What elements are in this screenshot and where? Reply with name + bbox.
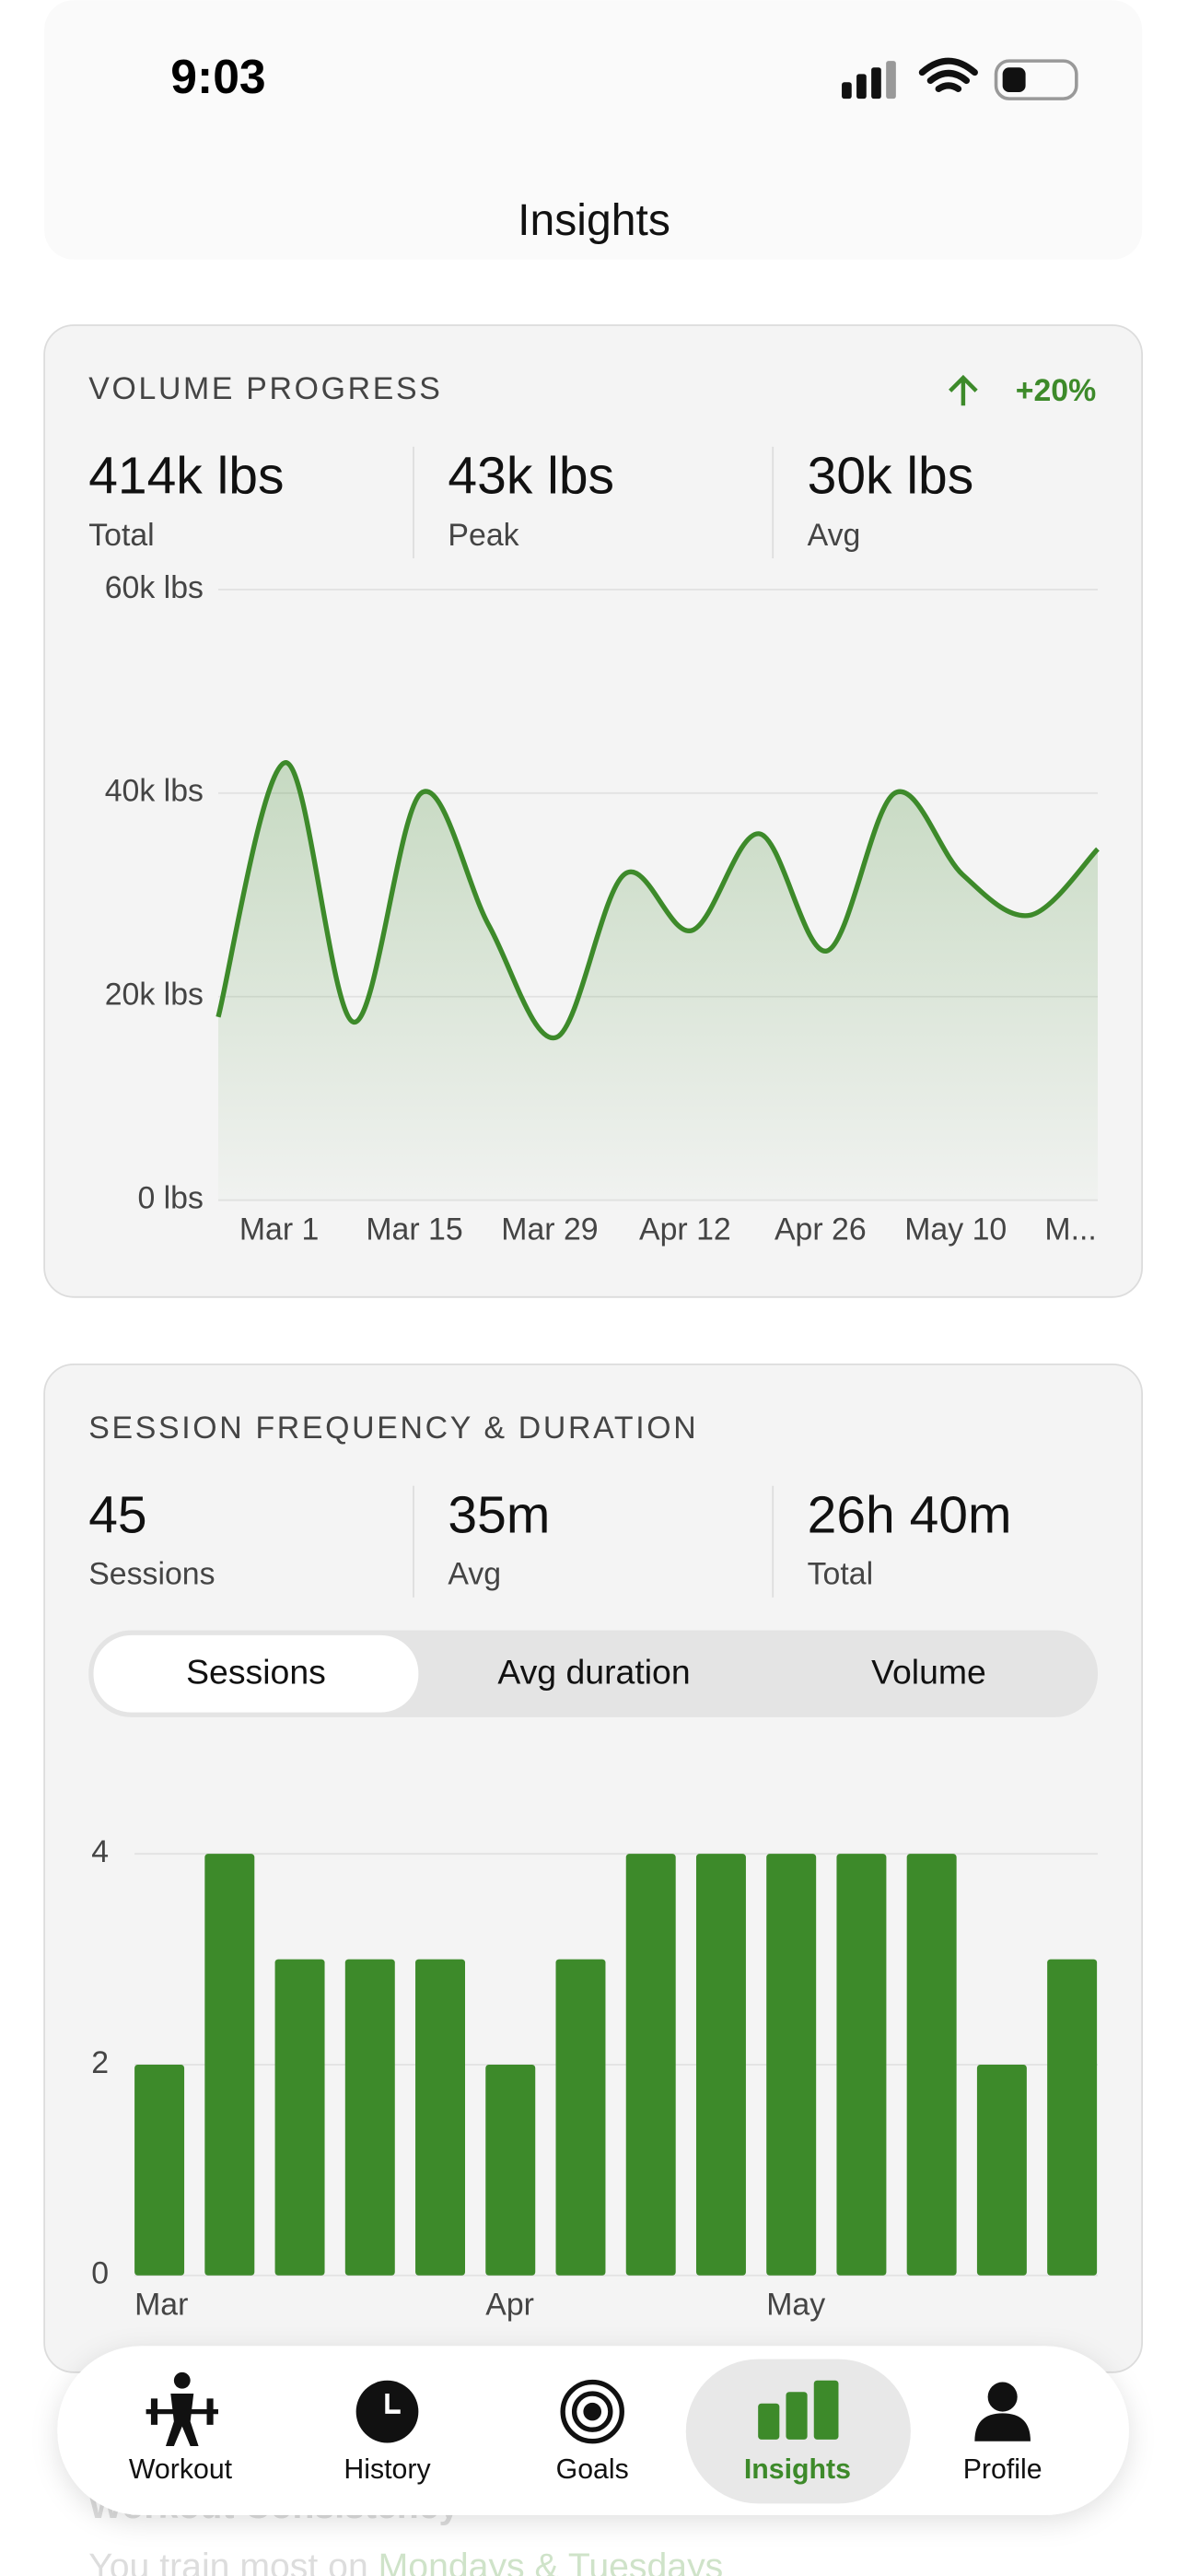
bar bbox=[836, 1854, 887, 2276]
page-title: Insights bbox=[518, 195, 670, 245]
segment-tab[interactable]: Sessions bbox=[186, 1652, 326, 1691]
x-tick-label: Mar 15 bbox=[366, 1212, 462, 1247]
stat-label: Avg bbox=[808, 518, 861, 553]
card-title: VOLUME PROGRESS bbox=[88, 371, 442, 406]
change-badge: +20% bbox=[1016, 373, 1097, 408]
bar bbox=[906, 1854, 957, 2276]
y-tick-label: 0 lbs bbox=[137, 1181, 203, 1216]
stat-label: Total bbox=[88, 518, 154, 553]
x-tick-label: Mar 29 bbox=[501, 1212, 598, 1247]
bar bbox=[485, 2064, 536, 2276]
tab-label[interactable]: Profile bbox=[963, 2454, 1042, 2485]
bar bbox=[625, 1854, 676, 2276]
bar bbox=[766, 1854, 817, 2276]
x-tick-label: May 10 bbox=[904, 1212, 1007, 1247]
stat-label: Sessions bbox=[88, 1557, 215, 1592]
stat-value: 45 bbox=[88, 1485, 146, 1544]
x-tick-label: Apr bbox=[485, 2288, 534, 2323]
line bbox=[215, 759, 1100, 1041]
bar bbox=[695, 1854, 746, 2276]
card-title: SESSION FREQUENCY & DURATION bbox=[88, 1411, 698, 1446]
y-tick-label: 60k lbs bbox=[105, 570, 204, 605]
bar bbox=[274, 1959, 325, 2276]
y-tick-label: 40k lbs bbox=[105, 774, 204, 809]
stat-value: 35m bbox=[448, 1485, 550, 1544]
battery-icon bbox=[994, 59, 1078, 100]
up-arrow bbox=[949, 374, 978, 406]
workout-icon bbox=[146, 2371, 218, 2447]
bar bbox=[134, 2064, 185, 2276]
bar bbox=[976, 2064, 1027, 2276]
stat-label: Total bbox=[808, 1557, 874, 1592]
stat-value: 43k lbs bbox=[448, 447, 614, 506]
faded-card bbox=[44, 0, 1143, 260]
tab-label[interactable]: Workout bbox=[129, 2454, 233, 2485]
segment-tab[interactable]: Volume bbox=[871, 1652, 986, 1691]
x-tick-label: Apr 26 bbox=[775, 1212, 867, 1247]
tab-label[interactable]: Goals bbox=[556, 2454, 629, 2485]
history-icon bbox=[355, 2380, 419, 2443]
bar bbox=[415, 1959, 466, 2276]
x-tick-label: M... bbox=[1044, 1212, 1096, 1247]
battery-level bbox=[1002, 67, 1026, 92]
x-tick-label: Mar bbox=[134, 2288, 188, 2323]
bar bbox=[344, 1959, 395, 2276]
stat-label: Peak bbox=[448, 518, 518, 553]
y-tick-label: 0 bbox=[91, 2256, 109, 2291]
x-tick-label: Apr 12 bbox=[639, 1212, 731, 1247]
stat-value: 414k lbs bbox=[88, 447, 284, 506]
area bbox=[217, 762, 1099, 1200]
x-tick-label: May bbox=[766, 2288, 825, 2323]
segment-tab[interactable]: Avg duration bbox=[497, 1652, 690, 1691]
goals-icon bbox=[560, 2379, 624, 2444]
peek-text: You train most on Mondays & Tuesdays bbox=[88, 2547, 723, 2576]
status-time: 9:03 bbox=[170, 50, 265, 103]
stat-label: Avg bbox=[448, 1557, 501, 1592]
bar bbox=[1047, 1959, 1098, 2276]
y-tick-label: 4 bbox=[91, 1834, 109, 1869]
stat-value: 30k lbs bbox=[808, 447, 974, 506]
wifi-icon bbox=[918, 57, 978, 92]
signal-icon bbox=[842, 61, 896, 100]
stat-value: 26h 40m bbox=[808, 1485, 1012, 1544]
bar bbox=[204, 1854, 255, 2276]
tab-label[interactable]: Insights bbox=[744, 2454, 851, 2485]
y-tick-label: 20k lbs bbox=[105, 978, 204, 1013]
tab-label[interactable]: History bbox=[344, 2454, 431, 2485]
insights-icon bbox=[758, 2380, 839, 2440]
profile-icon bbox=[974, 2382, 1031, 2441]
x-tick-label: Mar 1 bbox=[239, 1212, 320, 1247]
y-tick-label: 2 bbox=[91, 2045, 109, 2080]
selected-tab bbox=[93, 1634, 419, 1713]
bar bbox=[555, 1959, 606, 2276]
